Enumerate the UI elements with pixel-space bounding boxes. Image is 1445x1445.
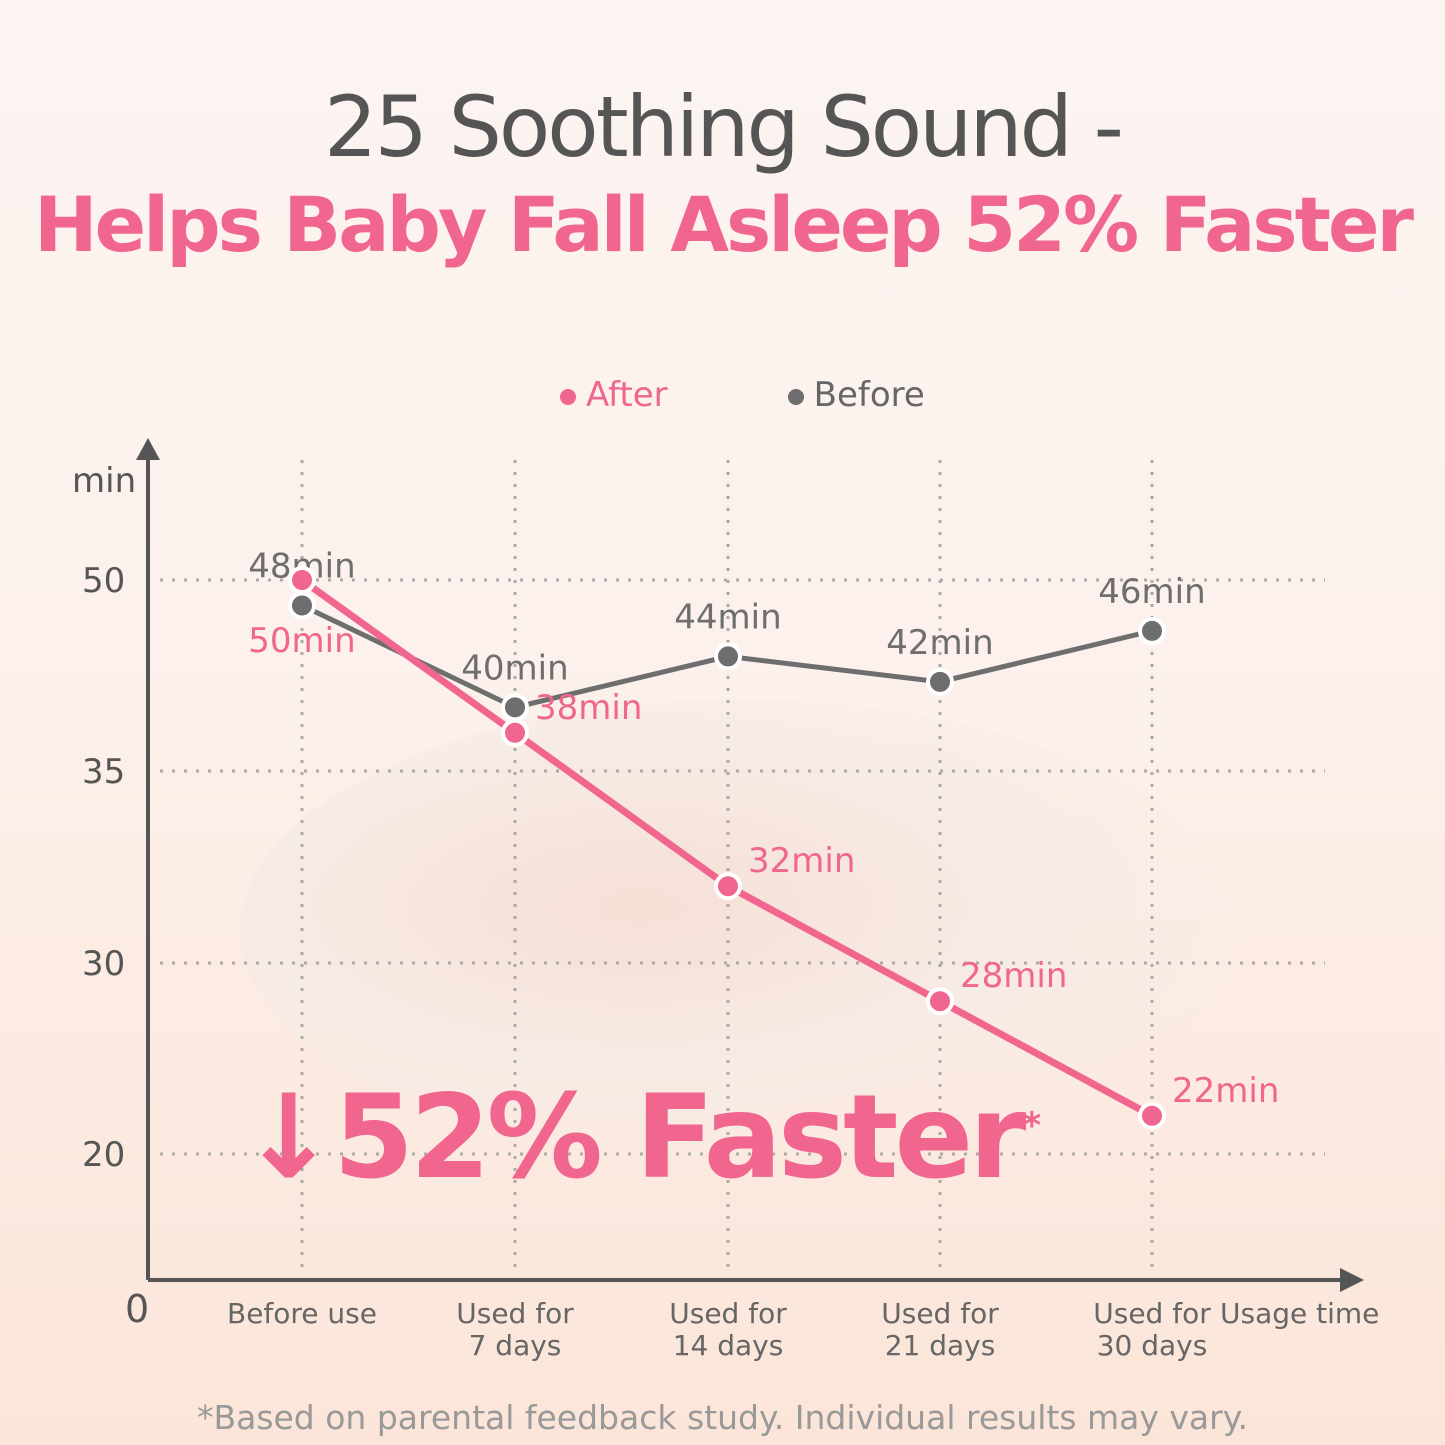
- x-tick-label: Used for 14 days: [669, 1297, 787, 1362]
- data-point-after: [714, 872, 742, 901]
- data-point-after: [1138, 1101, 1166, 1130]
- data-point-after: [501, 718, 529, 747]
- title-line-1: 25 Soothing Sound -: [324, 78, 1124, 176]
- y-tick-label: 35: [82, 752, 125, 792]
- x-axis-arrow-icon: [1340, 1268, 1364, 1292]
- legend-item-after: After: [560, 375, 668, 415]
- data-point-before: [926, 667, 954, 696]
- data-point-before: [714, 642, 742, 671]
- legend-label: Before: [813, 375, 925, 415]
- before-dot-icon: [787, 388, 804, 405]
- y-tick-label: 50: [82, 561, 125, 601]
- x-tick-label: Used for 7 days: [456, 1297, 574, 1362]
- after-dot-icon: [560, 388, 576, 405]
- x-tick-label: Used for 21 days: [881, 1297, 999, 1362]
- callout-value: ↓52% Faster: [240, 1070, 1026, 1205]
- data-point-after: [926, 987, 954, 1016]
- legend: After Before: [560, 375, 925, 415]
- data-label-after: 50min: [248, 621, 355, 661]
- legend-label: After: [586, 375, 668, 415]
- data-label-before: 40min: [461, 648, 568, 688]
- data-point-before: [501, 693, 529, 722]
- data-label-before: 46min: [1098, 572, 1205, 612]
- y-axis-label: min: [72, 461, 136, 501]
- legend-item-before: Before: [787, 375, 925, 415]
- data-label-before: 42min: [886, 623, 993, 663]
- callout-text: ↓52% Faster*: [240, 1070, 1041, 1205]
- data-point-before: [1138, 616, 1166, 645]
- data-label-after: 28min: [960, 956, 1067, 996]
- data-label-before: 44min: [674, 597, 781, 637]
- x-axis-label: Usage time: [1220, 1297, 1379, 1330]
- y-tick-label: 0: [125, 1287, 149, 1331]
- data-label-after: 38min: [535, 688, 642, 728]
- data-label-after: 32min: [748, 841, 855, 881]
- y-axis-arrow-icon: [136, 438, 160, 460]
- y-tick-label: 30: [82, 944, 125, 984]
- x-tick-label: Used for 30 days: [1093, 1297, 1211, 1362]
- data-point-after: [288, 566, 316, 594]
- callout-mark: *: [1022, 1105, 1041, 1147]
- sleeping-baby-image: [240, 700, 1240, 1160]
- data-label-after: 22min: [1172, 1071, 1279, 1111]
- data-point-before: [288, 591, 316, 620]
- title-line-2: Helps Baby Fall Asleep 52% Faster: [34, 180, 1414, 269]
- y-tick-label: 20: [82, 1135, 125, 1175]
- x-tick-label: Before use: [227, 1297, 377, 1330]
- footnote: *Based on parental feedback study. Indiv…: [196, 1398, 1249, 1437]
